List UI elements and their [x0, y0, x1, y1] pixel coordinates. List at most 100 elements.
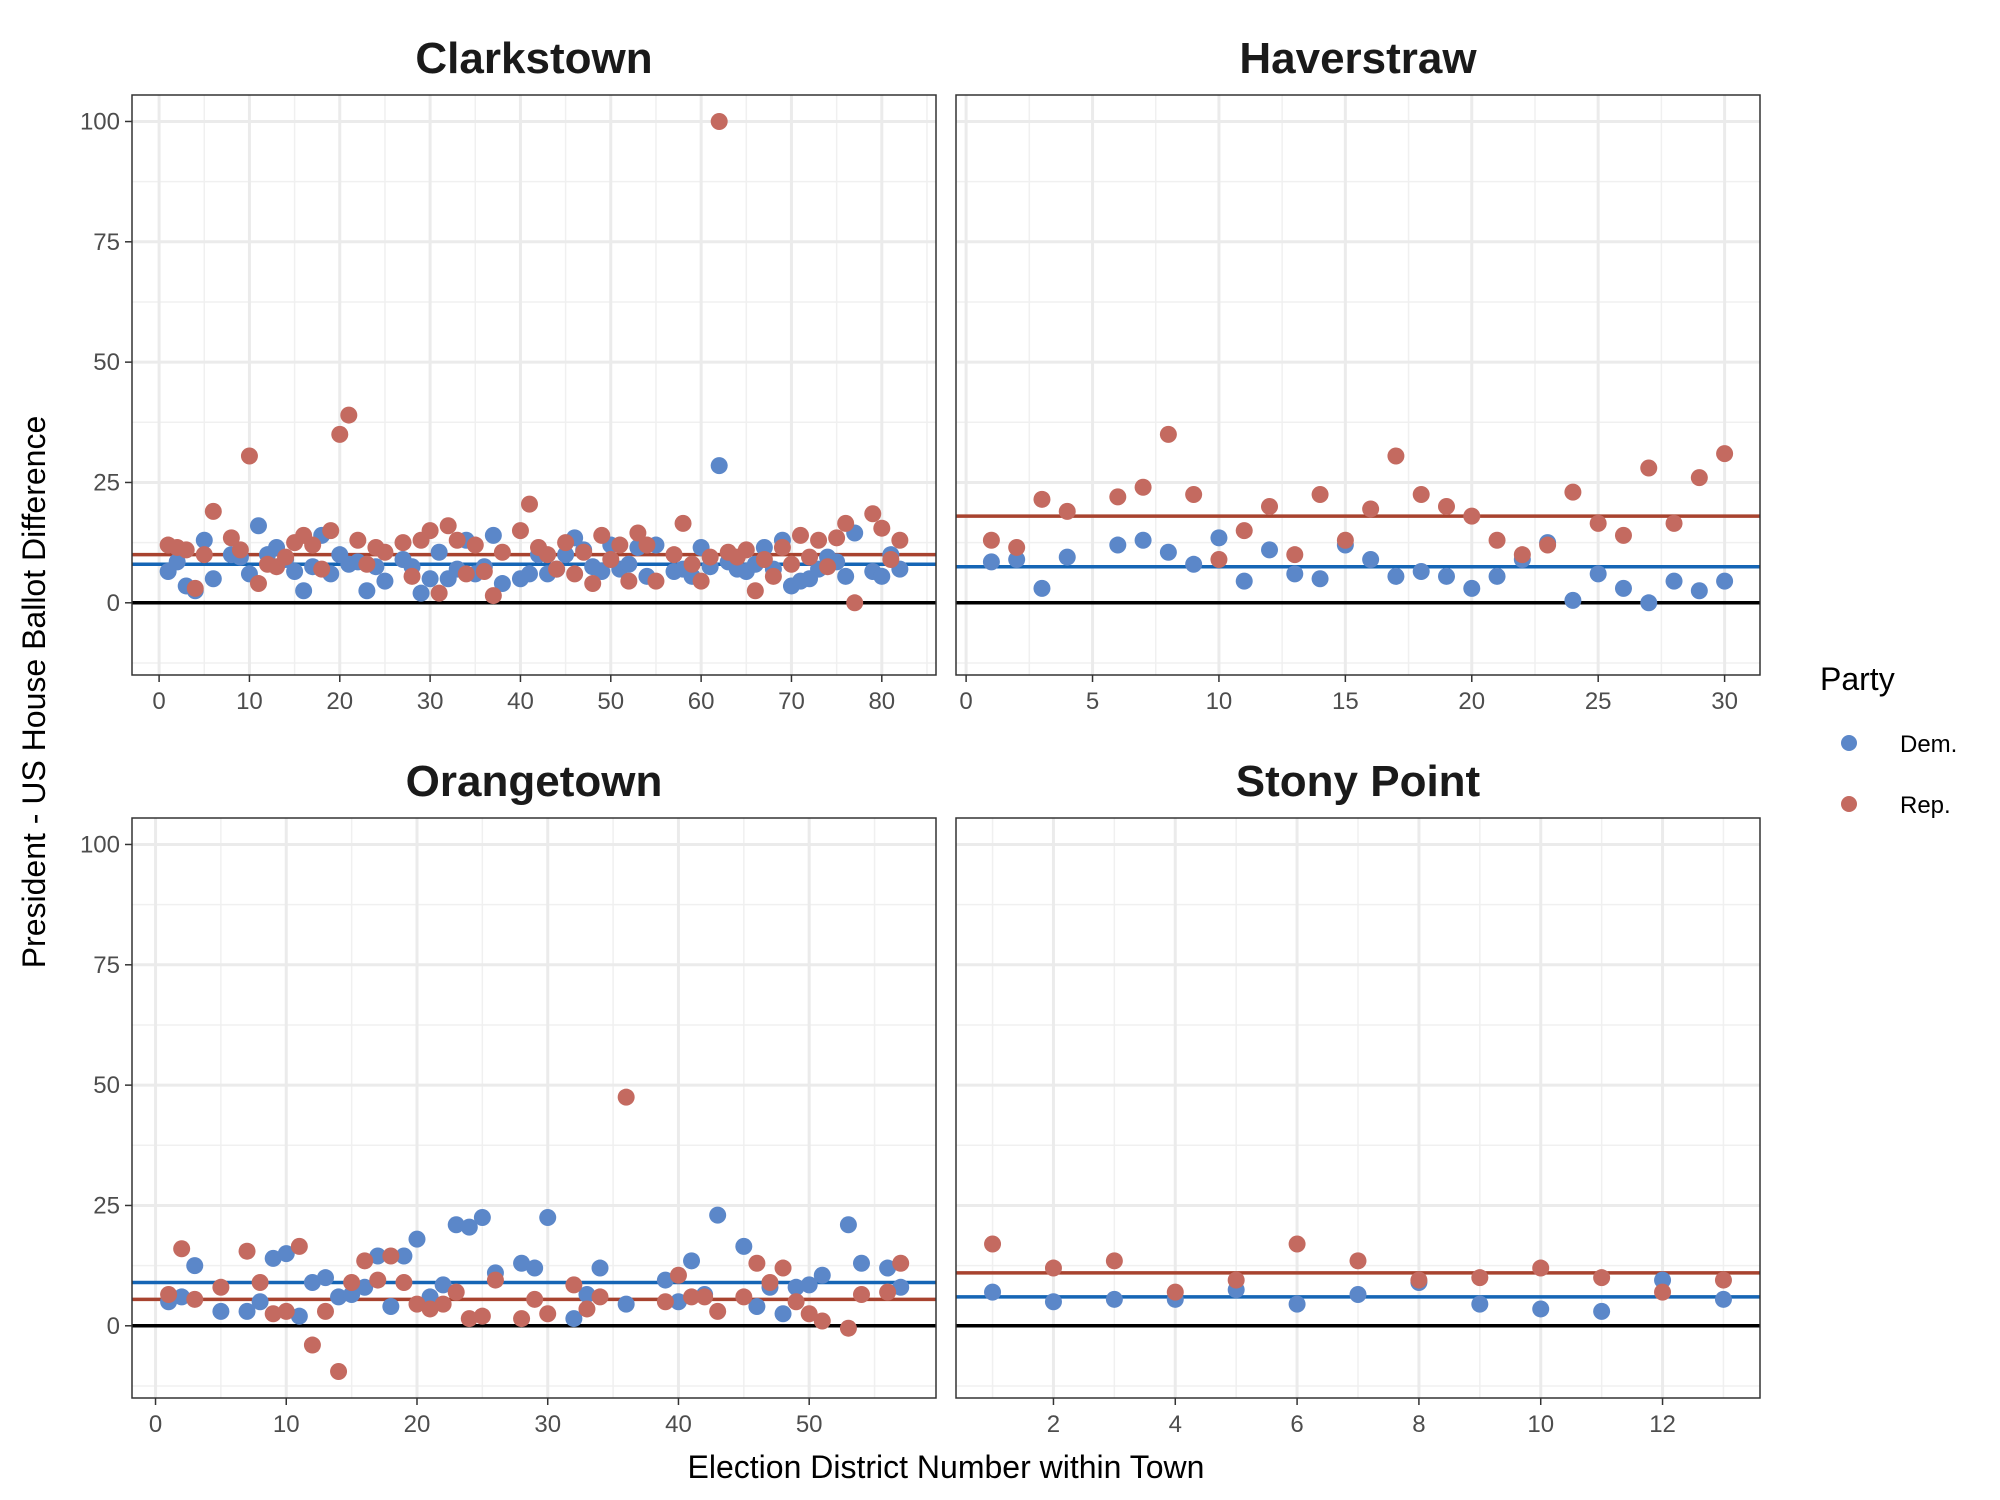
point-rep	[1105, 1252, 1123, 1270]
point-dem	[1185, 555, 1203, 573]
x-tick-label: 50	[796, 1411, 823, 1438]
point-dem	[421, 1288, 439, 1306]
point-dem	[656, 1271, 674, 1289]
point-dem	[303, 1273, 321, 1291]
point-rep	[735, 1288, 753, 1306]
point-rep	[303, 1336, 321, 1354]
point-dem	[238, 1302, 256, 1320]
x-tick-label: 10	[236, 688, 263, 715]
point-rep	[1614, 526, 1632, 544]
legend-label-rep: Rep.	[1900, 792, 1951, 819]
point-rep	[602, 550, 620, 568]
point-rep	[277, 548, 295, 566]
point-rep	[160, 1286, 178, 1304]
point-rep	[852, 1286, 870, 1304]
y-tick-label: 0	[107, 590, 120, 617]
x-tick-label: 15	[1332, 688, 1359, 715]
point-dem	[369, 1247, 387, 1265]
point-dem	[520, 565, 538, 583]
point-rep	[408, 1295, 426, 1313]
point-rep	[578, 1300, 596, 1318]
point-dem	[578, 1286, 596, 1304]
point-rep	[1288, 1235, 1306, 1253]
point-rep	[486, 1271, 504, 1289]
point-rep	[1058, 502, 1076, 520]
point-rep	[1336, 531, 1354, 549]
point-dem	[473, 1209, 491, 1227]
point-dem	[755, 538, 773, 556]
point-rep	[1539, 536, 1557, 554]
point-dem	[1412, 563, 1430, 581]
point-rep	[539, 1305, 557, 1323]
point-rep	[1410, 1271, 1428, 1289]
point-dem	[1261, 541, 1279, 559]
facet-title: Haverstraw	[1239, 34, 1477, 83]
y-tick-label: 25	[93, 1192, 120, 1219]
point-rep	[674, 514, 692, 532]
x-tick-label: 2	[1047, 1411, 1060, 1438]
point-dem	[1437, 567, 1455, 585]
point-dem	[617, 1295, 635, 1313]
point-rep	[891, 531, 909, 549]
point-dem	[1532, 1300, 1550, 1318]
point-rep	[839, 1319, 857, 1337]
point-rep	[369, 1271, 387, 1289]
point-rep	[1109, 488, 1127, 506]
point-dem	[264, 1249, 282, 1267]
x-tick-label: 30	[1711, 688, 1738, 715]
point-dem	[173, 1288, 191, 1306]
point-rep	[701, 548, 719, 566]
point-dem	[709, 1206, 727, 1224]
y-tick-label: 100	[80, 108, 120, 135]
point-dem	[1362, 550, 1380, 568]
point-rep	[238, 1242, 256, 1260]
point-dem	[892, 1278, 910, 1296]
point-dem	[1058, 548, 1076, 566]
point-dem	[1044, 1293, 1062, 1311]
point-dem	[748, 1298, 766, 1316]
point-rep	[782, 555, 800, 573]
point-rep	[1690, 469, 1708, 487]
point-rep	[787, 1293, 805, 1311]
point-rep	[873, 519, 891, 537]
point-rep	[620, 572, 638, 590]
point-dem	[683, 1252, 701, 1270]
point-rep	[638, 536, 656, 554]
facet-stony-point: Stony Point 2 4 6 8 10 12	[955, 757, 1761, 1438]
point-dem	[1008, 550, 1026, 568]
point-rep	[810, 531, 828, 549]
point-rep	[1437, 498, 1455, 516]
x-tick-label: 0	[149, 1411, 162, 1438]
point-dem	[837, 567, 855, 585]
point-rep	[343, 1273, 361, 1291]
point-rep	[394, 534, 412, 552]
y-axis-title: President - US House Ballot Difference	[16, 416, 52, 969]
point-dem	[1387, 567, 1405, 585]
panel-background	[956, 95, 1760, 675]
point-rep	[173, 1240, 191, 1258]
point-rep	[322, 522, 340, 540]
point-dem	[277, 1245, 295, 1263]
point-dem	[493, 575, 511, 593]
point-rep	[1008, 538, 1026, 556]
point-dem	[774, 1305, 792, 1323]
panel-border	[955, 94, 1761, 676]
point-rep	[1593, 1269, 1611, 1287]
point-rep	[316, 1302, 334, 1320]
point-dem	[873, 567, 891, 585]
point-rep	[746, 582, 764, 600]
point-rep	[1488, 531, 1506, 549]
y-tick-label: 50	[93, 349, 120, 376]
point-rep	[460, 1310, 478, 1328]
point-rep	[212, 1278, 230, 1296]
point-rep	[304, 536, 322, 554]
point-dem	[1210, 529, 1228, 547]
point-rep	[611, 536, 629, 554]
point-dem	[168, 553, 186, 571]
point-dem	[565, 1310, 583, 1328]
point-rep	[575, 543, 593, 561]
point-rep	[358, 555, 376, 573]
legend-label-dem: Dem.	[1900, 731, 1957, 758]
x-tick-label: 5	[1086, 688, 1099, 715]
